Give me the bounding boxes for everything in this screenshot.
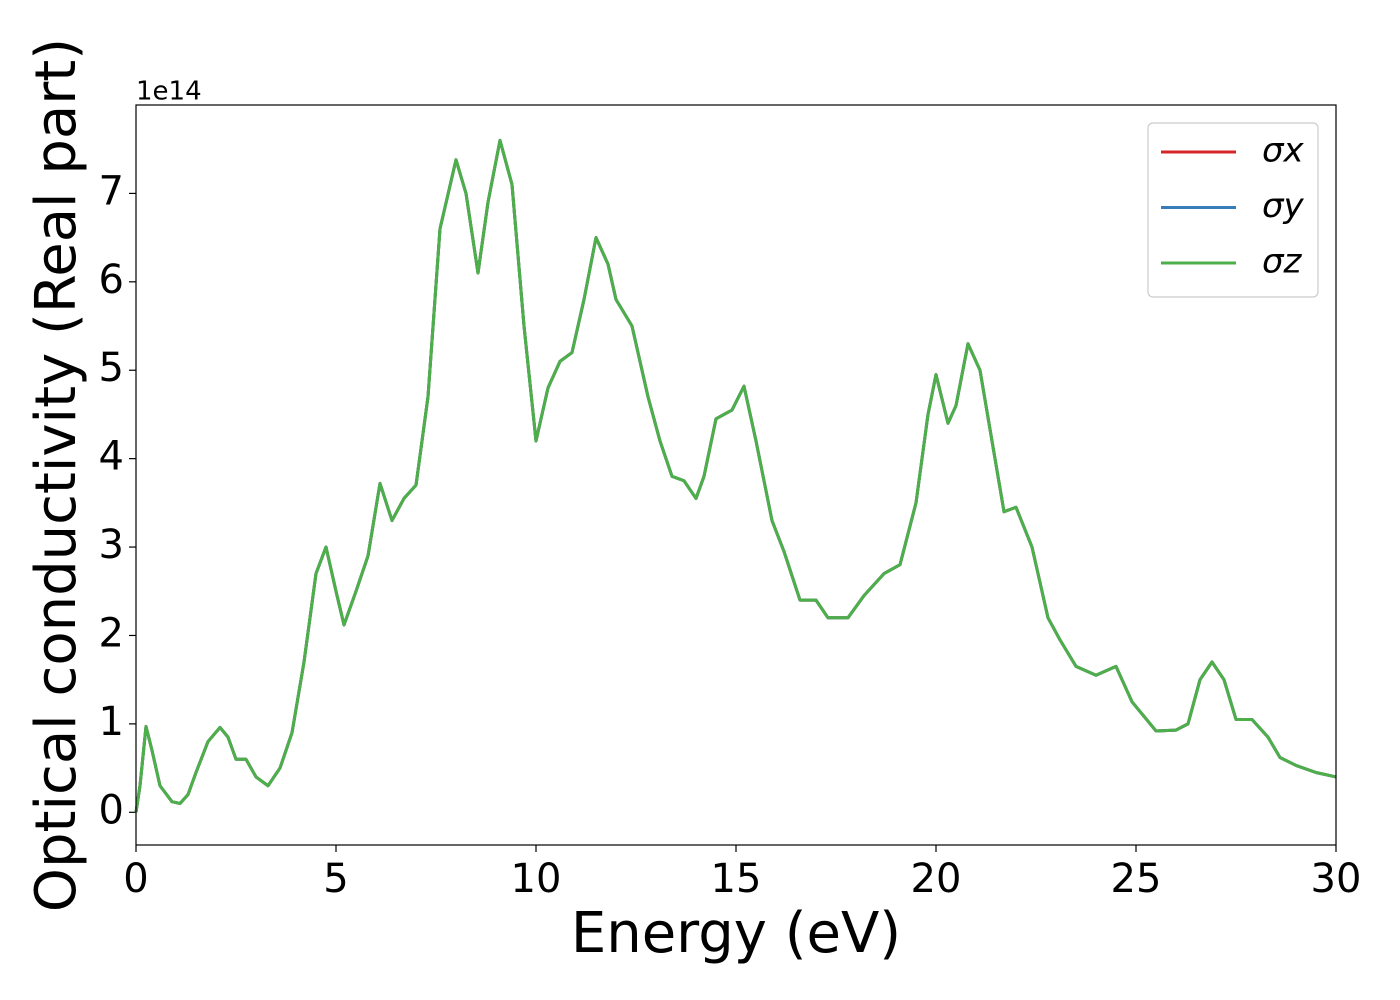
x-tick-label: 20 <box>911 856 962 902</box>
y-axis-label: Optical conductivity (Real part) <box>24 38 89 912</box>
legend-label: σy <box>1262 186 1305 226</box>
x-tick-label: 5 <box>323 856 348 902</box>
y-tick-label: 7 <box>99 168 124 214</box>
plot-frame <box>135 104 1337 846</box>
y-tick-label: 2 <box>99 610 124 656</box>
legend-box <box>1147 122 1319 298</box>
y-tick-label: 6 <box>99 257 124 303</box>
x-tick-label: 30 <box>1311 856 1362 902</box>
x-tick-label: 0 <box>123 856 148 902</box>
legend-label: σz <box>1262 242 1303 282</box>
y-tick-label: 1 <box>99 699 124 745</box>
y-tick-label: 0 <box>99 787 124 833</box>
x-axis-label: Energy (eV) <box>571 901 901 966</box>
y-tick-label: 3 <box>99 522 124 568</box>
x-tick-label: 15 <box>711 856 762 902</box>
y-tick-label: 4 <box>99 434 124 480</box>
x-tick-label: 25 <box>1111 856 1162 902</box>
y-offset-label: 1e14 <box>136 77 202 107</box>
x-tick-label: 10 <box>511 856 562 902</box>
legend-label: σx <box>1262 131 1305 171</box>
y-tick-label: 5 <box>99 345 124 391</box>
data-line <box>134 138 1337 813</box>
